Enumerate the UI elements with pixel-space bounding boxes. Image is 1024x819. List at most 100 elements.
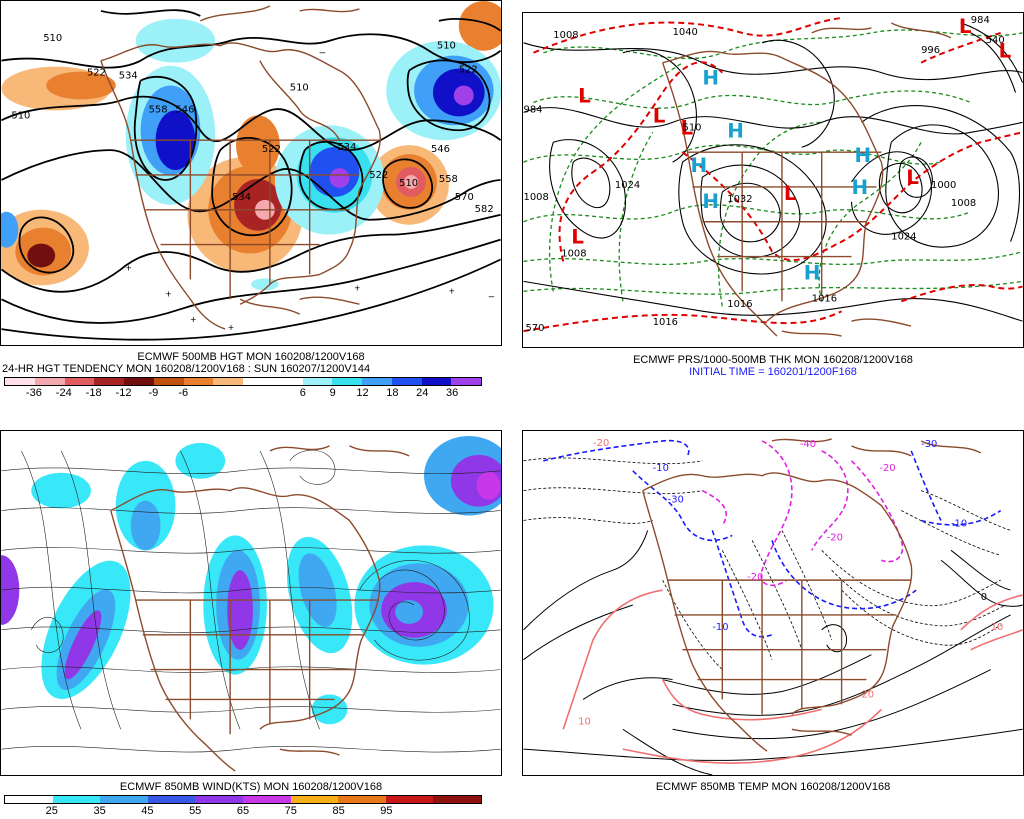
isobar-label: 1016 [812,293,837,304]
high-center: H [804,261,821,284]
temp-label: 10 [578,716,591,727]
colorbar-swatch [332,378,362,385]
isobar-label: 1008 [523,192,548,203]
contour-label: 534 [232,192,251,203]
pressure-contours [523,22,1023,322]
contour-label: 534 [337,142,356,153]
thickness-contours-green [523,29,1023,307]
svg-text:+: + [190,315,196,326]
contour-label: 510 [43,33,62,44]
colorbar-tick-label: 75 [284,805,297,817]
colorbar-swatch [195,796,243,803]
temp-contours-blue [543,439,1002,638]
isobar-label: 1024 [891,232,916,243]
contour-label: 510 [290,82,309,93]
isobar-label: 1016 [727,299,752,310]
isobar-label: 1008 [561,249,586,260]
high-center: H [690,154,707,177]
low-center: L [681,116,694,139]
high-center: H [702,190,719,213]
low-center: L [784,182,797,205]
low-center: L [653,104,666,127]
isobar-label: 1024 [615,180,640,191]
colorbar-swatch [451,378,481,385]
colorbar-tick-label: 25 [45,805,58,817]
map-temp-svg: -20 -10 -20 -20 -10 -30 -20 -10 0 10 10 … [523,438,1023,775]
isobar-label: 1008 [553,30,578,41]
colorbar-swatch [153,378,184,385]
colorbar-swatch [242,796,291,803]
colorbar-tick-label: 24 [416,387,429,399]
low-center: L [959,15,972,38]
coastlines [100,5,381,330]
plus-markers: + + + + + + – – [126,48,495,334]
temp-label: -20 [879,463,895,474]
colorbar-tendency-ticks: -36 -24 -18 -12 -9 -6 6 9 12 18 24 36 [4,387,482,399]
colorbar-swatch [124,378,154,385]
isobar-label: 1040 [673,27,698,38]
low-center: L [999,40,1012,63]
temp-label: -30 [921,439,937,450]
pressure-centers: H H H H H H H L L L L L L L L [571,15,1011,285]
contour-label: 522 [369,170,388,181]
isobar-label: 1016 [653,317,678,328]
high-center: H [727,119,744,142]
colorbar-swatch [338,796,386,803]
low-center: L [906,166,919,189]
contour-label: 546 [175,104,194,115]
colorbar-swatch [5,378,35,385]
high-center: H [702,67,719,90]
contour-label: 546 [431,144,450,155]
caption-initial-time: INITIAL TIME = 160201/1200F168 [689,366,857,378]
colorbar-swatch [243,378,273,385]
height-contours [1,9,501,341]
isobar-label: 1032 [727,194,752,205]
panel-850mb-temp: -20 -10 -20 -20 -10 -30 -20 -10 0 10 10 … [522,430,1024,819]
temp-contours-dashed [523,457,1011,670]
caption-mslp-thickness: ECMWF PRS/1000-500MB THK MON 160208/1200… [633,354,913,366]
svg-text:+: + [354,283,360,294]
colorbar-tick-label: -6 [178,387,189,399]
isobar-label: 1008 [951,198,976,209]
contour-label: 510 [11,110,30,121]
svg-text:–: – [320,48,326,59]
temp-contours-pink [562,589,1023,764]
high-center: H [852,176,869,199]
map-850mb-wind [0,430,502,776]
map-wind-svg [1,435,501,772]
low-center: L [571,226,584,249]
map-mslp-thickness: H H H H H H H L L L L L L L L 1008 984 1… [522,12,1024,348]
isobar-label: 540 [986,35,1005,46]
panel-mslp-thickness: H H H H H H H L L L L L L L L 1008 984 1… [522,0,1024,400]
temp-label: -30 [668,495,684,506]
colorbar-swatch [302,378,333,385]
low-center: L [578,84,591,107]
colorbar-swatch [385,796,434,803]
caption-850mb-temp: ECMWF 850MB TEMP MON 160208/1200V168 [655,781,891,793]
isobar-label: 984 [523,104,542,115]
temp-label: 20 [861,689,874,700]
colorbar-tick-label: -9 [148,387,159,399]
caption-500mb-height: ECMWF 500MB HGT MON 160208/1200V168 [137,351,365,363]
temp-label: -20 [827,532,843,543]
colorbar-swatch [290,796,339,803]
panel-500mb-height: + + + + + + – – 510 522 534 510 558 546 522 5… [0,0,502,400]
isobar-label: 570 [525,323,544,334]
coastlines-wind [110,445,410,772]
contour-label: 570 [455,192,474,203]
svg-text:+: + [449,286,455,297]
temp-label: 0 [981,592,987,603]
colorbar-tick-label: 9 [329,387,336,399]
temp-label: -10 [951,518,967,529]
colorbar-swatch [391,378,422,385]
colorbar-tick-label: 95 [380,805,393,817]
colorbar-swatch [94,378,124,385]
colorbar-swatch [433,796,481,803]
colorbar-tick-label: 55 [189,805,202,817]
colorbar-swatch [100,796,148,803]
colorbar-tick-label: 45 [141,805,154,817]
map-mslp-svg: H H H H H H H L L L L L L L L 1008 984 1… [523,15,1023,337]
colorbar-tick-label: 36 [446,387,459,399]
colorbar-swatch [34,378,65,385]
colorbar-tick-label: -24 [55,387,72,399]
